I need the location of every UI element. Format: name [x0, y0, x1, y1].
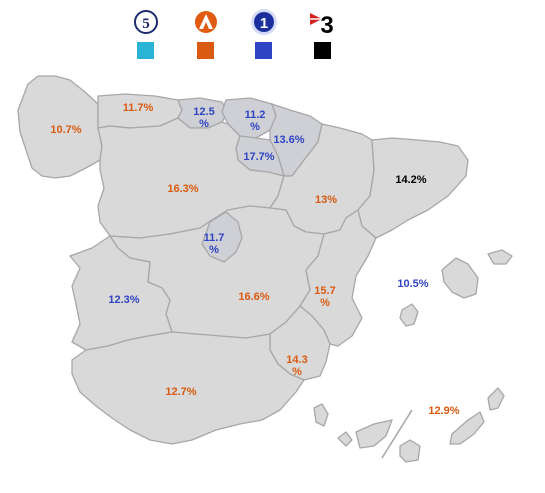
legend-item-la1: 1 — [251, 9, 277, 59]
label-madrid-line2: % — [209, 244, 219, 256]
legend-item-cuatro: 5 — [134, 10, 158, 59]
region-canarias-tenerife[interactable] — [355, 419, 393, 449]
region-baleares-ibiza[interactable] — [399, 303, 419, 327]
peninsula — [17, 75, 469, 445]
label-valencia-line2: % — [320, 297, 330, 309]
legend-swatch-tv3 — [314, 42, 331, 59]
label-murcia-line1: 14.3 — [286, 354, 307, 366]
region-pais-vasco[interactable] — [221, 97, 277, 139]
region-cataluna[interactable] — [357, 137, 469, 239]
canarias-separator-line — [381, 409, 413, 459]
canarias-islands — [313, 387, 505, 463]
region-canarias-lanzarote[interactable] — [487, 387, 505, 411]
legend-swatch-cuatro — [137, 42, 154, 59]
antena3-logo-mark — [199, 14, 213, 29]
label-cataluna: 14.2% — [395, 174, 426, 186]
label-castilla-leon: 16.3% — [167, 183, 198, 195]
region-canarias-fuerteventura[interactable] — [449, 411, 485, 445]
region-canarias-la-gomera[interactable] — [337, 431, 353, 447]
label-pais-vasco-line1: 11.2 — [245, 109, 266, 121]
region-andalucia[interactable] — [71, 331, 305, 445]
legend-swatch-antena3 — [197, 42, 214, 59]
label-la-rioja: 17.7% — [243, 151, 274, 163]
region-madrid[interactable] — [201, 211, 243, 263]
la1-logo-text: 1 — [260, 15, 268, 32]
label-pais-vasco-line2: % — [250, 121, 260, 133]
label-extremadura: 12.3% — [108, 294, 139, 306]
label-castilla-la-mancha: 16.6% — [238, 291, 269, 303]
label-cantabria-line1: 12.5 — [193, 106, 214, 118]
legend: 5 1 3 — [134, 9, 334, 59]
label-navarra: 13.6% — [273, 134, 304, 146]
region-canarias-la-palma[interactable] — [313, 403, 329, 427]
label-madrid-line1: 11.7 — [204, 232, 225, 244]
label-cantabria-line2: % — [199, 118, 209, 130]
region-galicia[interactable] — [17, 75, 103, 179]
label-valencia-line1: 15.7 — [314, 285, 335, 297]
label-andalucia: 12.7% — [165, 386, 196, 398]
legend-item-antena3 — [195, 11, 217, 59]
tv3-logo-text: 3 — [320, 12, 333, 39]
baleares-islands — [399, 249, 513, 327]
label-aragon: 13% — [315, 194, 337, 206]
cuatro-logo-text: 5 — [142, 16, 150, 32]
label-canarias: 12.9% — [428, 405, 459, 417]
region-canarias-gran-canaria[interactable] — [399, 439, 421, 463]
region-labels: 10.7% 11.7% 12.5 % 11.2 % 13.6% 17.7% 16… — [50, 102, 459, 417]
legend-swatch-la1 — [255, 42, 272, 59]
cuatro-logo-icon — [134, 10, 158, 34]
region-baleares-menorca[interactable] — [487, 249, 513, 265]
label-galicia: 10.7% — [50, 124, 81, 136]
la1-logo-icon — [254, 12, 274, 32]
label-asturias: 11.7% — [123, 102, 154, 114]
region-baleares-mallorca[interactable] — [441, 257, 479, 299]
region-valencia[interactable] — [299, 209, 377, 347]
label-murcia-line2: % — [292, 366, 302, 378]
label-baleares: 10.5% — [397, 278, 428, 290]
legend-item-tv3: 3 — [310, 12, 334, 59]
